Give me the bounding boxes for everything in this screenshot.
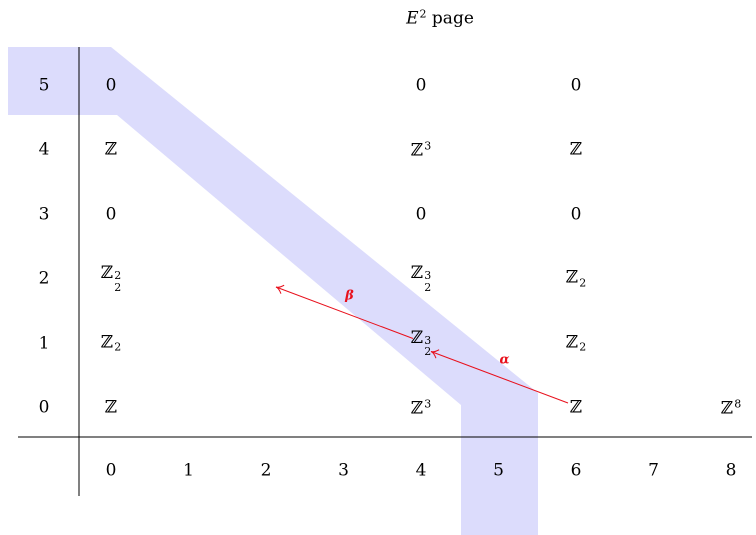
entry-p6-q2: ℤ2 [565, 267, 587, 290]
x-tick-label: 3 [338, 460, 349, 481]
x-tick-label: 1 [183, 460, 194, 481]
entry-p8-q0: ℤ8 [720, 397, 742, 419]
x-tick-label: 5 [493, 460, 504, 481]
entry-p6-q3: 0 [570, 204, 582, 224]
y-tick-label: 2 [38, 268, 50, 289]
entry-p6-q0: ℤ [569, 397, 583, 418]
entry-p4-q0: ℤ3 [410, 397, 432, 419]
x-tick-label: 7 [648, 460, 659, 481]
arrow-beta-line [275, 286, 414, 339]
entry-p4-q3: 0 [415, 204, 427, 224]
page-title: E2 page [406, 7, 474, 29]
y-tick-label: 1 [38, 333, 50, 353]
y-tick-label: 3 [38, 204, 50, 224]
entry-p6-q5: 0 [570, 75, 582, 95]
x-tick-label: 0 [105, 460, 117, 481]
entry-p0-q1: ℤ2 [100, 332, 122, 354]
arrow-label-alpha: α [499, 352, 510, 368]
entry-p6-q4: ℤ [569, 139, 583, 160]
arrow-alpha-head [430, 349, 440, 359]
y-tick-label: 5 [38, 75, 50, 95]
arrow-beta-head [275, 284, 285, 294]
entry-p4-q4: ℤ3 [410, 139, 432, 161]
x-tick-label: 2 [260, 460, 272, 481]
entry-p6-q1: ℤ2 [565, 332, 587, 354]
entry-p0-q3: 0 [105, 204, 117, 224]
x-tick-label: 6 [570, 460, 582, 481]
x-tick-label: 4 [415, 460, 427, 481]
x-tick-label: 8 [725, 460, 737, 481]
y-tick-label: 4 [38, 139, 50, 160]
entry-p0-q4: ℤ [104, 139, 118, 160]
y-tick-label: 0 [38, 397, 50, 418]
arrow-label-beta: β [345, 288, 354, 304]
arrow-alpha-line [430, 351, 569, 404]
shaded-band [8, 47, 538, 535]
entry-p0-q5: 0 [105, 75, 117, 95]
entry-p4-q5: 0 [415, 75, 427, 95]
entry-p0-q0: ℤ [104, 397, 118, 418]
